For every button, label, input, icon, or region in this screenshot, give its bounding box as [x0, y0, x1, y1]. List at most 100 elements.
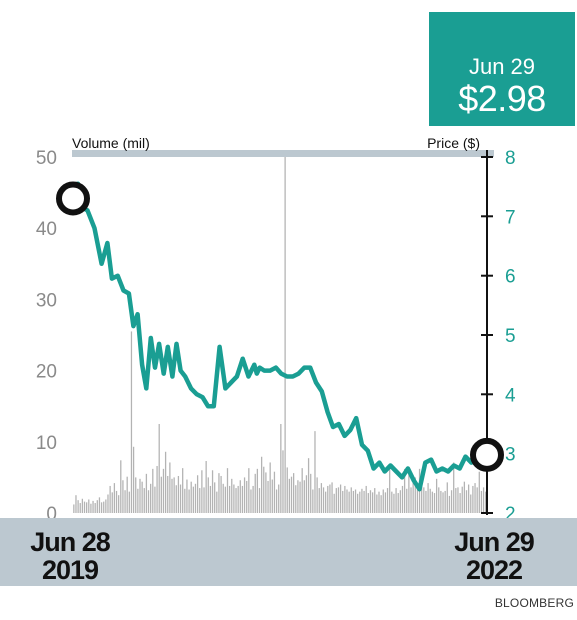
volume-bar	[156, 466, 158, 513]
volume-bar	[248, 468, 250, 513]
volume-bar	[395, 488, 397, 513]
volume-bar	[241, 485, 244, 513]
volume-bar	[113, 483, 116, 513]
volume-bar	[403, 468, 406, 513]
volume-bar	[137, 488, 139, 513]
volume-bars	[73, 157, 487, 513]
x-label-end: Jun 29 2022	[452, 528, 536, 584]
volume-bar	[179, 484, 182, 513]
volume-bar	[354, 489, 357, 513]
volume-bar	[470, 494, 472, 513]
volume-bar	[226, 468, 229, 513]
volume-bar	[410, 487, 412, 513]
left-tick-label: 30	[36, 290, 57, 311]
volume-bar	[386, 488, 389, 513]
volume-bar	[171, 478, 173, 513]
volume-bar	[167, 475, 169, 513]
volume-bar	[448, 495, 451, 513]
volume-bar	[342, 490, 344, 513]
volume-bar	[429, 488, 431, 513]
volume-bar	[442, 492, 444, 513]
volume-bar	[246, 480, 248, 513]
volume-bar	[327, 485, 329, 513]
volume-bar	[216, 491, 218, 513]
x-label-start-year: 2019	[41, 555, 99, 585]
volume-bar	[92, 500, 94, 513]
left-axis-title: Volume (mil)	[72, 135, 150, 151]
volume-bar	[111, 492, 113, 513]
price-line	[70, 181, 490, 492]
volume-bar	[474, 483, 476, 513]
volume-bar	[312, 489, 314, 513]
volume-bar	[357, 493, 359, 513]
volume-bar	[406, 488, 408, 513]
volume-bar	[425, 490, 427, 513]
volume-bar	[384, 492, 387, 513]
volume-bar	[192, 486, 194, 513]
volume-bar	[427, 483, 429, 513]
right-tick-label: 2	[505, 504, 516, 525]
volume-bar	[83, 501, 86, 513]
volume-bar	[267, 480, 269, 513]
volume-bar	[278, 484, 280, 513]
volume-bar	[361, 488, 363, 513]
volume-bar	[77, 500, 79, 513]
volume-bar	[124, 490, 126, 513]
volume-bar	[190, 481, 192, 513]
volume-bar	[472, 485, 474, 513]
right-tick-label: 7	[505, 207, 516, 228]
volume-bar	[348, 491, 350, 513]
volume-bar	[421, 486, 423, 513]
volume-bar	[203, 487, 205, 513]
volume-bar	[265, 472, 267, 513]
volume-bar	[275, 489, 278, 513]
volume-bar	[224, 486, 226, 513]
volume-bar	[222, 483, 224, 513]
volume-bar	[367, 493, 369, 513]
volume-bar	[446, 482, 448, 513]
volume-bar	[90, 503, 92, 513]
x-label-end-year: 2022	[465, 555, 523, 585]
volume-bar	[233, 484, 235, 513]
volume-bar	[218, 473, 220, 513]
x-label-start-date: Jun 28	[30, 527, 111, 557]
volume-bar	[297, 480, 299, 513]
volume-bar	[231, 478, 233, 513]
callout-price: $2.98	[458, 78, 546, 119]
volume-bar	[290, 476, 293, 513]
volume-bar	[455, 488, 457, 513]
volume-bar	[143, 488, 145, 513]
volume-bar	[188, 489, 190, 513]
volume-bar	[263, 466, 265, 513]
volume-bar	[465, 490, 468, 513]
volume-bar	[369, 490, 372, 513]
volume-bar	[237, 485, 239, 513]
volume-bar	[107, 494, 109, 513]
x-label-end-date: Jun 29	[454, 527, 535, 557]
volume-bar	[141, 481, 143, 513]
volume-bar	[160, 476, 162, 513]
volume-bar	[209, 485, 212, 513]
volume-bar	[132, 446, 135, 513]
volume-bar	[295, 485, 297, 513]
volume-bar	[235, 488, 237, 513]
volume-bar	[169, 462, 171, 513]
right-tick-label: 3	[505, 445, 516, 466]
volume-bar	[435, 478, 438, 513]
left-tick-label: 10	[36, 433, 57, 454]
volume-bar	[150, 483, 152, 513]
source-credit: BLOOMBERG	[494, 596, 574, 610]
volume-bar	[182, 468, 184, 513]
volume-bar	[365, 485, 367, 513]
volume-bar	[186, 479, 188, 513]
volume-bar	[374, 488, 376, 513]
volume-bar	[376, 494, 378, 513]
volume-bar	[243, 477, 246, 513]
volume-bar	[122, 480, 124, 513]
right-axis-title: Price ($)	[427, 135, 480, 151]
volume-bar	[175, 485, 177, 513]
volume-bar	[459, 493, 461, 513]
volume-bar	[199, 488, 201, 513]
volume-bar	[401, 485, 404, 513]
volume-bar	[282, 450, 284, 513]
